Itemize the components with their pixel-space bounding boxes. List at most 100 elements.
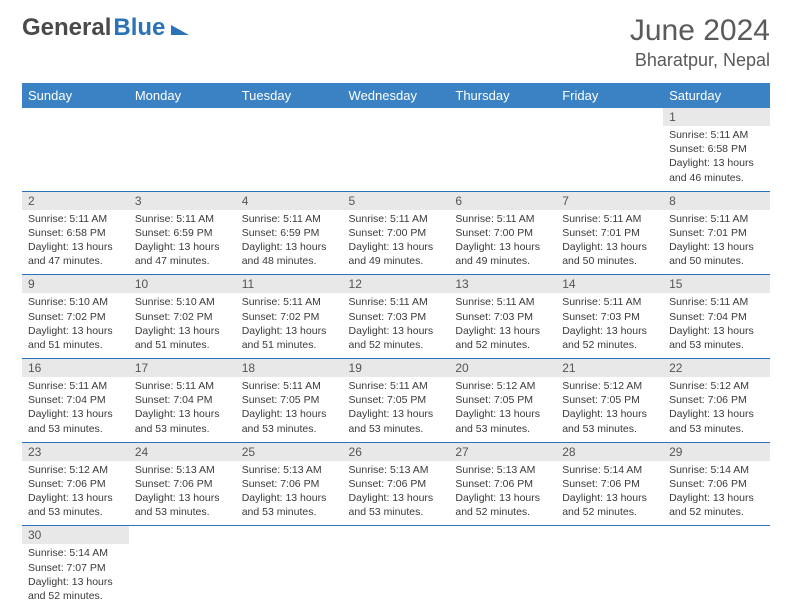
day-number-cell: 21: [556, 359, 663, 378]
sunrise-label: Sunrise: 5:11 AM: [349, 296, 428, 308]
day-number-cell: 25: [236, 442, 343, 461]
sunrise-label: Sunrise: 5:14 AM: [28, 547, 108, 559]
day-data-cell: [556, 126, 663, 191]
sunset-label: Sunset: 7:04 PM: [28, 394, 106, 406]
week-1-data-row: Sunrise: 5:11 AMSunset: 6:58 PMDaylight:…: [22, 210, 770, 275]
day-number-cell: 28: [556, 442, 663, 461]
sunset-label: Sunset: 7:02 PM: [28, 311, 106, 323]
day-number-cell: 23: [22, 442, 129, 461]
day-data-cell: Sunrise: 5:11 AMSunset: 6:58 PMDaylight:…: [663, 126, 770, 191]
week-4-daynum-row: 23242526272829: [22, 442, 770, 461]
day-data-cell: Sunrise: 5:11 AMSunset: 7:04 PMDaylight:…: [22, 377, 129, 442]
day-number-cell: [343, 526, 450, 545]
day-number-cell: [556, 526, 663, 545]
sunrise-label: Sunrise: 5:11 AM: [242, 296, 321, 308]
day-data-cell: Sunrise: 5:12 AMSunset: 7:06 PMDaylight:…: [663, 377, 770, 442]
week-0-data-row: Sunrise: 5:11 AMSunset: 6:58 PMDaylight:…: [22, 126, 770, 191]
day-number-cell: 10: [129, 275, 236, 294]
day-number-cell: 6: [449, 191, 556, 210]
day-number-cell: [449, 526, 556, 545]
day-number-cell: 11: [236, 275, 343, 294]
day-number-cell: [343, 108, 450, 126]
week-2-data-row: Sunrise: 5:10 AM Sunset: 7:02 PM Daylight:…: [22, 293, 770, 358]
sunset-label: Sunset: 7:01 PM: [669, 227, 747, 239]
sunrise-label: Sunrise: 5:11 AM: [28, 213, 107, 225]
day-data-cell: Sunrise: 5:12 AMSunset: 7:06 PMDaylight:…: [22, 461, 129, 526]
sunset-label: Sunset: 7:05 PM: [455, 394, 533, 406]
day-data-cell: [343, 544, 450, 609]
sunset-label: Sunset: 6:58 PM: [669, 143, 747, 155]
calendar-table: SundayMondayTuesdayWednesdayThursdayFrid…: [22, 83, 770, 609]
daylight-label: Daylight: 13 hours and 52 minutes.: [562, 492, 647, 518]
day-number-cell: [236, 108, 343, 126]
week-3-data-row: Sunrise: 5:11 AMSunset: 7:04 PMDaylight:…: [22, 377, 770, 442]
sunrise-label: Sunrise: 5:14 AM: [562, 464, 642, 476]
day-data-cell: Sunrise: 5:12 AMSunset: 7:05 PMDaylight:…: [449, 377, 556, 442]
daylight-label: Daylight: 13 hours and 52 minutes.: [562, 325, 647, 351]
day-number-cell: 16: [22, 359, 129, 378]
dow-friday: Friday: [556, 83, 663, 108]
dow-wednesday: Wednesday: [343, 83, 450, 108]
day-number-cell: [663, 526, 770, 545]
day-data-cell: Sunrise: 5:11 AM Sunset: 7:01 PM Daylight:…: [556, 210, 663, 275]
daylight-label: Daylight: 13 hours and 53 minutes.: [349, 408, 434, 434]
sunrise-label: Sunrise: 5:11 AM: [455, 296, 534, 308]
day-data-cell: Sunrise: 5:11 AMSunset: 6:59 PMDaylight:…: [236, 210, 343, 275]
daylight-label: Daylight: 13 hours and 50 minutes.: [562, 241, 647, 267]
daylight-label: Daylight: 13 hours and 53 minutes.: [242, 492, 327, 518]
title-block: June 2024 Bharatpur, Nepal: [630, 14, 770, 71]
daylight-label: Daylight: 13 hours and 51 minutes.: [135, 325, 220, 351]
day-number-cell: [129, 108, 236, 126]
week-0-daynum-row: 1: [22, 108, 770, 126]
daylight-label: Daylight: 13 hours and 53 minutes.: [242, 408, 327, 434]
daylight-label: Daylight: 13 hours and 52 minutes.: [455, 492, 540, 518]
day-number-cell: 12: [343, 275, 450, 294]
daylight-label: Daylight: 13 hours and 51 minutes.: [28, 325, 113, 351]
sunrise-label: Sunrise: 5:13 AM: [349, 464, 429, 476]
sunset-label: Sunset: 7:03 PM: [349, 311, 427, 323]
week-3-daynum-row: 16171819202122: [22, 359, 770, 378]
day-number-cell: 22: [663, 359, 770, 378]
day-data-cell: Sunrise: 5:13 AMSunset: 7:06 PMDaylight:…: [449, 461, 556, 526]
day-data-cell: Sunrise: 5:14 AMSunset: 7:07 PMDaylight:…: [22, 544, 129, 609]
day-number-cell: 9: [22, 275, 129, 294]
day-data-cell: Sunrise: 5:11 AMSunset: 7:05 PMDaylight:…: [236, 377, 343, 442]
daylight-label: Daylight: 13 hours and 53 minutes.: [28, 408, 113, 434]
sunset-label: Sunset: 7:02 PM: [135, 311, 213, 323]
sunset-label: Sunset: 7:01 PM: [562, 227, 640, 239]
day-data-cell: [129, 544, 236, 609]
day-data-cell: Sunrise: 5:11 AMSunset: 7:02 PMDaylight:…: [236, 293, 343, 358]
day-number-cell: 5: [343, 191, 450, 210]
daylight-label: Daylight: 13 hours and 52 minutes.: [28, 576, 113, 602]
daylight-label: Daylight: 13 hours and 52 minutes.: [669, 492, 754, 518]
sunrise-label: Sunrise: 5:10 AM: [135, 296, 215, 308]
sunrise-label: Sunrise: 5:12 AM: [669, 380, 749, 392]
day-number-cell: 17: [129, 359, 236, 378]
day-data-cell: Sunrise: 5:11 AMSunset: 7:03 PMDaylight:…: [449, 293, 556, 358]
daylight-label: Daylight: 13 hours and 49 minutes.: [349, 241, 434, 267]
flag-icon: [171, 25, 189, 35]
sunrise-label: Sunrise: 5:11 AM: [562, 213, 641, 225]
day-data-cell: [663, 544, 770, 609]
day-data-cell: [22, 126, 129, 191]
sunset-label: Sunset: 7:03 PM: [562, 311, 640, 323]
day-data-cell: [129, 126, 236, 191]
day-data-cell: Sunrise: 5:13 AMSunset: 7:06 PMDaylight:…: [236, 461, 343, 526]
daylight-label: Daylight: 13 hours and 51 minutes.: [242, 325, 327, 351]
day-data-cell: Sunrise: 5:11 AMSunset: 7:01 PMDaylight:…: [663, 210, 770, 275]
header: General Blue June 2024 Bharatpur, Nepal: [22, 14, 770, 71]
day-data-cell: Sunrise: 5:14 AMSunset: 7:06 PMDaylight:…: [663, 461, 770, 526]
sunrise-label: Sunrise: 5:11 AM: [135, 213, 214, 225]
sunset-label: Sunset: 7:05 PM: [562, 394, 640, 406]
day-data-cell: Sunrise: 5:11 AMSunset: 6:58 PMDaylight:…: [22, 210, 129, 275]
sunset-label: Sunset: 7:05 PM: [242, 394, 320, 406]
sunset-label: Sunset: 6:59 PM: [135, 227, 213, 239]
sunset-label: Sunset: 7:04 PM: [669, 311, 747, 323]
sunrise-label: Sunrise: 5:10 AM: [28, 296, 108, 308]
day-number-cell: [449, 108, 556, 126]
day-number-cell: 4: [236, 191, 343, 210]
daylight-label: Daylight: 13 hours and 53 minutes.: [669, 325, 754, 351]
sunset-label: Sunset: 7:06 PM: [349, 478, 427, 490]
day-data-cell: [449, 126, 556, 191]
day-data-cell: Sunrise: 5:11 AMSunset: 6:59 PMDaylight:…: [129, 210, 236, 275]
